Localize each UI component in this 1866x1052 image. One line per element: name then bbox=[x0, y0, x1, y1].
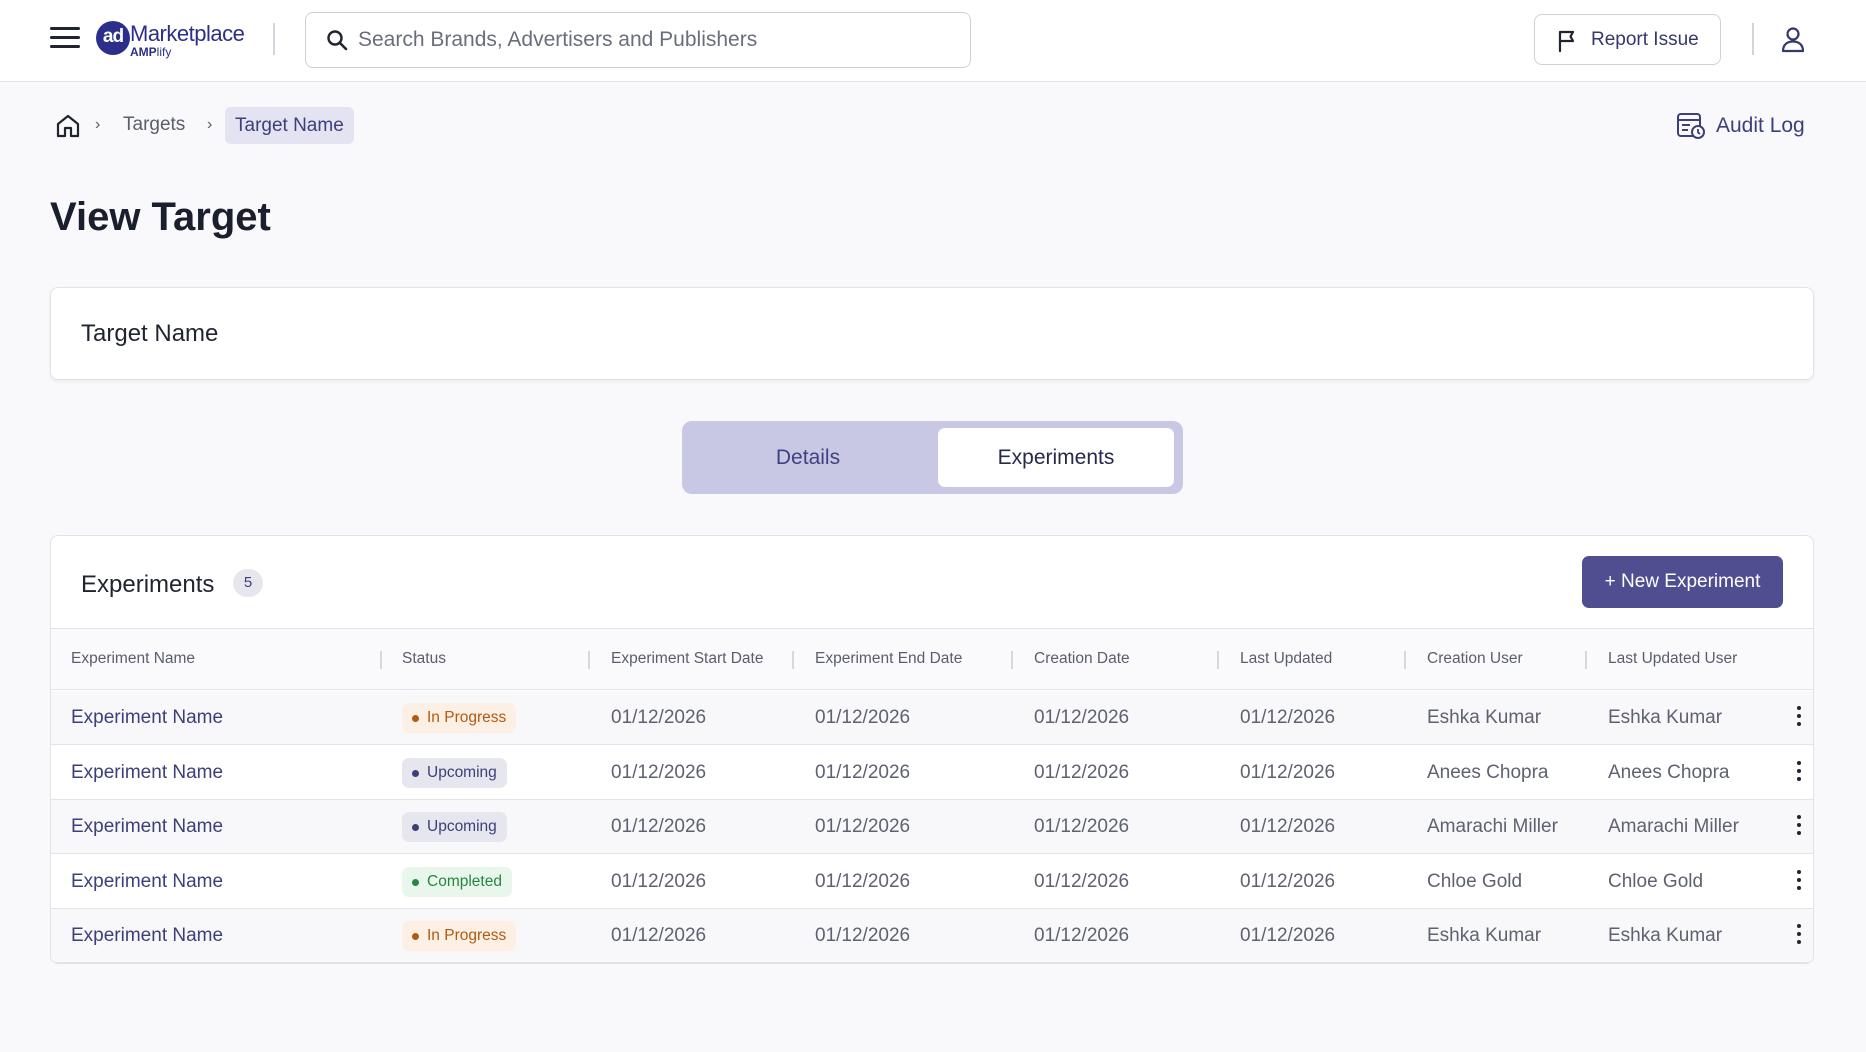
creation-date-cell: 01/12/2026 bbox=[1034, 870, 1130, 892]
status-badge: Upcoming bbox=[402, 757, 507, 788]
table-row[interactable]: Experiment Name Upcoming 01/12/2026 01/12/2… bbox=[51, 800, 1813, 854]
chevron-right-icon: › bbox=[95, 116, 101, 133]
report-issue-button[interactable]: Report Issue bbox=[1534, 14, 1721, 65]
creation-date-cell: 01/12/2026 bbox=[1034, 761, 1130, 783]
creation-date-cell: 01/12/2026 bbox=[1034, 707, 1130, 728]
column-header[interactable]: Experiment End Date bbox=[815, 650, 963, 667]
status-badge: In Progress bbox=[402, 703, 517, 733]
status-badge: Upcoming bbox=[402, 812, 507, 842]
experiment-name-link[interactable]: Experiment Name bbox=[71, 870, 224, 892]
last-updated-cell: 01/12/2026 bbox=[1240, 870, 1336, 892]
creation-date-cell: 01/12/2026 bbox=[1034, 816, 1130, 837]
tab-details[interactable]: Details bbox=[775, 446, 841, 469]
top-bar: ad Marketplace AMPlify Report Issue bbox=[0, 0, 1866, 82]
target-name-card: Target Name bbox=[50, 287, 1814, 380]
table-header: Experiment Name Status Experiment Start … bbox=[51, 628, 1813, 690]
kebab-menu-icon[interactable] bbox=[1794, 869, 1804, 894]
table-row[interactable]: Experiment Name In Progress 01/12/2026 01/1… bbox=[51, 909, 1813, 963]
page-title: View Target bbox=[50, 195, 271, 239]
last-updated-user-cell: Eshka Kumar bbox=[1608, 707, 1723, 728]
column-resize-handle[interactable] bbox=[380, 651, 382, 669]
flag-icon bbox=[1558, 30, 1575, 53]
creation-user-cell: Chloe Gold bbox=[1427, 870, 1523, 892]
last-updated-cell: 01/12/2026 bbox=[1240, 925, 1336, 946]
audit-log-label: Audit Log bbox=[1716, 114, 1805, 137]
header-divider bbox=[1752, 23, 1754, 55]
column-header[interactable]: Last Updated bbox=[1240, 650, 1333, 667]
status-badge: In Progress bbox=[402, 921, 517, 951]
logo-marketplace-text: Marketplace bbox=[130, 21, 245, 46]
start-date-cell: 01/12/2026 bbox=[611, 761, 707, 783]
experiments-count-badge: 5 bbox=[233, 569, 263, 597]
end-date-cell: 01/12/2026 bbox=[815, 707, 911, 728]
status-badge: Completed bbox=[402, 866, 512, 897]
column-header[interactable]: Creation User bbox=[1427, 650, 1523, 667]
report-issue-label: Report Issue bbox=[1591, 29, 1699, 50]
column-header[interactable]: Creation Date bbox=[1034, 650, 1130, 667]
table-row[interactable]: Experiment Name In Progress 01/12/2026 01/1… bbox=[51, 691, 1813, 745]
user-icon[interactable] bbox=[1780, 26, 1806, 54]
start-date-cell: 01/12/2026 bbox=[611, 707, 707, 728]
breadcrumb-targets[interactable]: Targets bbox=[123, 114, 186, 135]
search-box[interactable] bbox=[305, 12, 971, 68]
home-icon[interactable] bbox=[55, 113, 81, 138]
column-resize-handle[interactable] bbox=[1404, 651, 1406, 669]
kebab-menu-icon[interactable] bbox=[1794, 760, 1804, 785]
header-divider bbox=[273, 23, 275, 55]
column-header[interactable]: Status bbox=[402, 650, 446, 667]
creation-user-cell: Amarachi Miller bbox=[1427, 816, 1558, 837]
last-updated-cell: 01/12/2026 bbox=[1240, 816, 1336, 837]
start-date-cell: 01/12/2026 bbox=[611, 816, 707, 837]
column-resize-handle[interactable] bbox=[1585, 651, 1587, 669]
experiment-name-link[interactable]: Experiment Name bbox=[71, 816, 224, 837]
logo[interactable]: ad Marketplace AMPlify bbox=[96, 19, 256, 59]
creation-user-cell: Eshka Kumar bbox=[1427, 707, 1542, 728]
column-resize-handle[interactable] bbox=[1011, 651, 1013, 669]
experiments-panel: Experiments 5 + New Experiment Experimen… bbox=[50, 535, 1814, 964]
table-row[interactable]: Experiment Name Upcoming 01/12/2026 01/12/2… bbox=[51, 745, 1813, 800]
tab-experiments[interactable]: Experiments bbox=[938, 428, 1174, 487]
hamburger-icon[interactable] bbox=[50, 27, 80, 53]
tab-switcher: Details Experiments bbox=[682, 421, 1183, 494]
logo-amplify-text: AMPlify bbox=[130, 45, 172, 59]
creation-user-cell: Eshka Kumar bbox=[1427, 925, 1542, 946]
experiment-name-link[interactable]: Experiment Name bbox=[71, 707, 224, 728]
last-updated-user-cell: Anees Chopra bbox=[1608, 761, 1730, 783]
last-updated-cell: 01/12/2026 bbox=[1240, 707, 1336, 728]
kebab-menu-icon[interactable] bbox=[1794, 815, 1804, 839]
column-resize-handle[interactable] bbox=[792, 651, 794, 669]
column-resize-handle[interactable] bbox=[1217, 651, 1219, 669]
chevron-right-icon: › bbox=[207, 116, 213, 133]
end-date-cell: 01/12/2026 bbox=[815, 870, 911, 892]
last-updated-cell: 01/12/2026 bbox=[1240, 761, 1336, 783]
last-updated-user-cell: Eshka Kumar bbox=[1608, 925, 1723, 946]
column-resize-handle[interactable] bbox=[588, 651, 590, 669]
experiment-name-link[interactable]: Experiment Name bbox=[71, 761, 224, 783]
last-updated-user-cell: Amarachi Miller bbox=[1608, 816, 1739, 837]
breadcrumb-current: Target Name bbox=[225, 107, 354, 144]
end-date-cell: 01/12/2026 bbox=[815, 816, 911, 837]
table-row[interactable]: Experiment Name Completed 01/12/2026 01/12/… bbox=[51, 854, 1813, 909]
target-name: Target Name bbox=[81, 320, 219, 347]
column-header[interactable]: Experiment Start Date bbox=[611, 650, 764, 667]
creation-date-cell: 01/12/2026 bbox=[1034, 925, 1130, 946]
logo-ad-mark: ad bbox=[96, 21, 130, 55]
last-updated-user-cell: Chloe Gold bbox=[1608, 870, 1704, 892]
end-date-cell: 01/12/2026 bbox=[815, 925, 911, 946]
kebab-menu-icon[interactable] bbox=[1794, 706, 1804, 730]
creation-user-cell: Anees Chopra bbox=[1427, 761, 1549, 783]
end-date-cell: 01/12/2026 bbox=[815, 761, 911, 783]
search-input[interactable] bbox=[358, 21, 948, 59]
experiments-title: Experiments bbox=[81, 571, 215, 598]
start-date-cell: 01/12/2026 bbox=[611, 925, 707, 946]
audit-log-icon bbox=[1677, 113, 1705, 139]
new-experiment-button[interactable]: + New Experiment bbox=[1582, 556, 1783, 608]
start-date-cell: 01/12/2026 bbox=[611, 870, 707, 892]
kebab-menu-icon[interactable] bbox=[1794, 924, 1804, 948]
experiment-name-link[interactable]: Experiment Name bbox=[71, 925, 224, 946]
column-header[interactable]: Experiment Name bbox=[71, 650, 196, 667]
column-header[interactable]: Last Updated User bbox=[1608, 650, 1738, 667]
search-icon bbox=[327, 30, 348, 51]
